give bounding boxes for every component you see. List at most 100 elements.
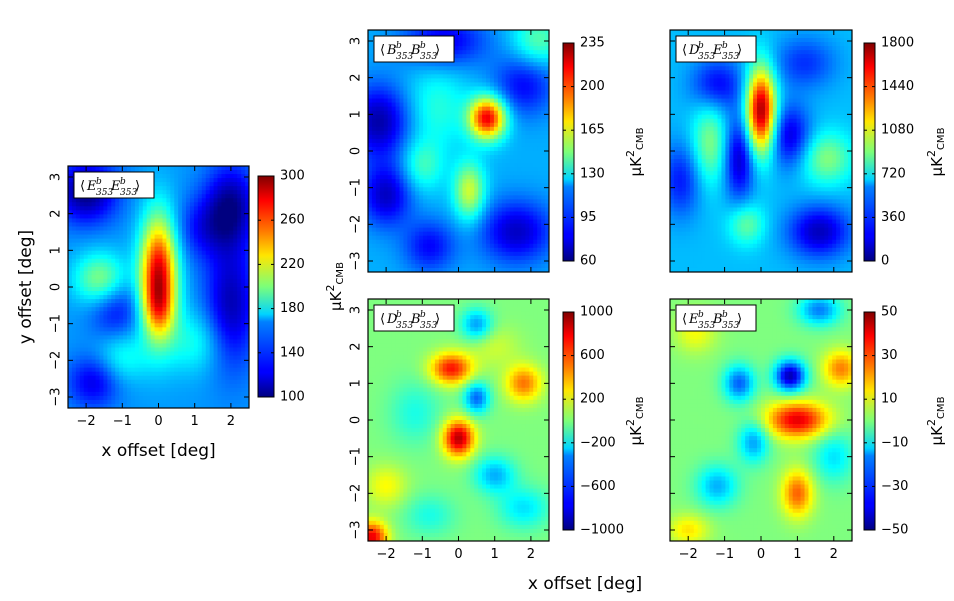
heatmap-cell (107, 295, 112, 300)
heatmap-cell (138, 375, 144, 381)
heatmap-cell (533, 163, 538, 168)
heatmap-cell (501, 126, 507, 132)
heatmap-cell (221, 230, 226, 236)
heatmap-cell (205, 387, 211, 393)
heatmap-cell (501, 187, 507, 192)
heatmap-cell (383, 130, 389, 136)
heatmap-cell (182, 194, 187, 199)
heatmap-cell (458, 159, 464, 164)
heatmap-cell (462, 151, 467, 156)
heatmap-cell (103, 278, 108, 284)
heatmap-cell (189, 295, 195, 300)
heatmap-cell (138, 399, 144, 405)
heatmap-cell (497, 203, 503, 209)
heatmap-cell (71, 371, 77, 377)
heatmap-cell (427, 171, 432, 176)
heatmap-cell (166, 363, 171, 369)
heatmap-cell (462, 191, 467, 196)
heatmap-cell (213, 391, 219, 397)
heatmap-cell (178, 202, 183, 207)
heatmap-cell (501, 167, 507, 172)
heatmap-cell (407, 159, 412, 164)
heatmap-cell (197, 178, 203, 183)
heatmap-cell (217, 379, 223, 385)
heatmap-cell (103, 303, 108, 308)
heatmap-cell (150, 250, 156, 256)
heatmap-cell (201, 178, 207, 183)
heatmap-cell (154, 166, 160, 171)
heatmap-cell (537, 58, 542, 63)
heatmap-cell (103, 347, 108, 353)
heatmap-cell (146, 226, 152, 232)
heatmap-cell (87, 375, 93, 381)
heatmap-cell (95, 355, 101, 361)
heatmap-cell (134, 303, 140, 308)
heatmap-cell (486, 90, 491, 96)
heatmap-cell (221, 319, 226, 324)
heatmap-cell (225, 254, 230, 260)
heatmap-cell (442, 86, 448, 92)
heatmap-cell (474, 70, 479, 75)
heatmap-cell (68, 182, 73, 187)
heatmap-cell (134, 270, 140, 276)
heatmap-cell (123, 403, 128, 408)
heatmap-cell (197, 383, 203, 389)
heatmap-cell (111, 291, 116, 296)
heatmap-cell (387, 179, 393, 184)
heatmap-cell (462, 38, 467, 43)
heatmap-cell (134, 218, 140, 224)
heatmap-cell (119, 287, 124, 292)
heatmap-cell (138, 250, 144, 256)
heatmap-cell (395, 134, 401, 140)
heatmap-cell (371, 98, 377, 104)
heatmap-cell (237, 202, 242, 207)
heatmap-cell (470, 54, 475, 59)
heatmap-cell (509, 110, 515, 116)
heatmap-cell (103, 343, 108, 349)
heatmap-cell (95, 246, 101, 252)
heatmap-cell (213, 299, 219, 304)
heatmap-cell (87, 266, 93, 272)
heatmap-cell (446, 110, 452, 116)
heatmap-cell (209, 331, 215, 336)
heatmap-cell (521, 46, 526, 51)
heatmap-cell (415, 30, 420, 35)
heatmap-cell (541, 199, 546, 205)
heatmap-cell (237, 194, 242, 199)
heatmap-cell (501, 203, 507, 209)
heatmap-cell (150, 323, 156, 328)
heatmap-cell (525, 138, 530, 144)
heatmap-cell (107, 367, 112, 373)
heatmap-cell (529, 151, 534, 156)
heatmap-cell (158, 355, 164, 361)
heatmap-cell (403, 167, 408, 172)
heatmap-cell (486, 203, 491, 209)
heatmap-cell (229, 299, 234, 304)
heatmap-cell (221, 323, 226, 328)
heatmap-cell (434, 110, 440, 116)
heatmap-cell (134, 383, 140, 389)
heatmap-cell (186, 311, 191, 316)
heatmap-cell (95, 359, 101, 365)
heatmap-cell (430, 74, 436, 79)
heatmap-cell (505, 142, 511, 148)
heatmap-cell (142, 282, 148, 288)
heatmap-cell (150, 295, 156, 300)
heatmap-cell (99, 234, 105, 240)
heatmap-cell (423, 203, 428, 209)
heatmap-cell (505, 54, 511, 59)
heatmap-cell (197, 343, 203, 349)
heatmap-cell (462, 118, 467, 124)
heatmap-cell (68, 315, 73, 320)
heatmap-cell (411, 211, 416, 217)
heatmap-cell (513, 62, 519, 67)
heatmap-cell (209, 238, 215, 244)
heatmap-cell (174, 303, 179, 308)
heatmap-cell (209, 351, 215, 357)
heatmap-cell (454, 58, 460, 63)
heatmap-cell (541, 187, 546, 192)
heatmap-cell (241, 278, 246, 284)
heatmap-cell (415, 86, 420, 92)
heatmap-cell (427, 167, 432, 172)
heatmap-cell (221, 238, 226, 244)
